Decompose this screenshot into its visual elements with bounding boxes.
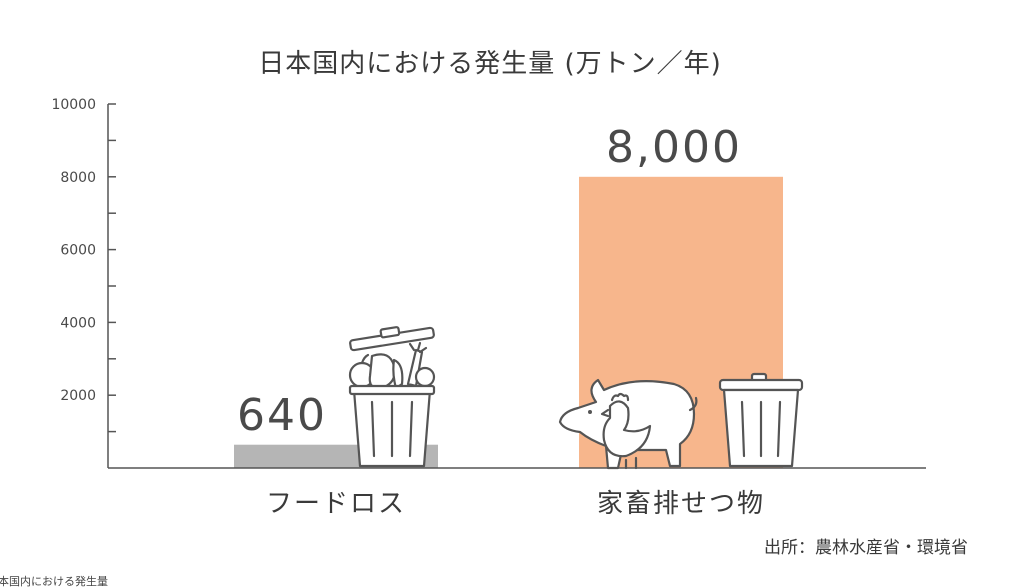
cut-off-caption: 本国内における発生量 <box>0 574 108 587</box>
y-tick-label: 4000 <box>60 315 96 331</box>
source-note: 出所：農林水産省・環境省 <box>764 538 968 558</box>
data-label-livestock: 8,000 <box>606 122 742 173</box>
trash-bin-icon <box>718 372 804 468</box>
y-tick-label: 6000 <box>60 243 96 259</box>
category-label-livestock: 家畜排せつ物 <box>597 489 765 519</box>
category-label-food-loss: フードロス <box>266 489 406 519</box>
chart-title: 日本国内における発生量 (万トン／年) <box>258 49 722 79</box>
y-tick-label: 8000 <box>60 170 96 186</box>
y-tick-label: 10000 <box>51 97 96 113</box>
pig-and-chicken-icon <box>558 378 698 470</box>
data-label-food-loss: 640 <box>237 390 327 441</box>
trash-bin-with-food-icon <box>348 326 436 468</box>
y-axis-ticks: 2000 4000 6000 8000 10000 <box>51 97 116 433</box>
y-tick-label: 2000 <box>60 388 96 404</box>
